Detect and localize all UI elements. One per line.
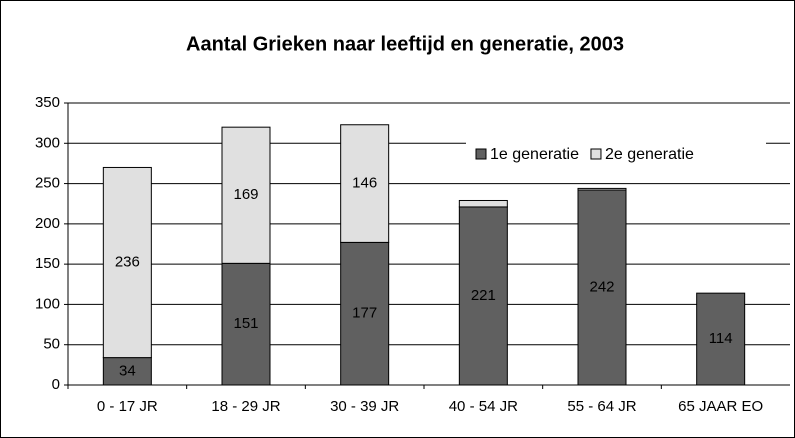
bar-segment <box>340 124 390 243</box>
x-tick-label: 65 JAAR EO <box>678 398 763 415</box>
data-label: 169 <box>233 186 258 203</box>
data-label: 34 <box>119 362 136 379</box>
legend-label: 1e generatie <box>490 146 579 163</box>
y-tick-label: 200 <box>35 215 60 232</box>
bar-segment <box>221 262 271 386</box>
chart-title: Aantal Grieken naar leeftijd en generati… <box>186 33 624 55</box>
y-tick-label: 350 <box>35 94 60 111</box>
x-tick-label: 0 - 17 JR <box>97 398 158 415</box>
y-tick-label: 250 <box>35 175 60 192</box>
legend-swatch <box>475 148 487 160</box>
data-label: 114 <box>709 330 733 347</box>
data-label: 177 <box>352 305 377 322</box>
y-tick-label: 100 <box>35 295 60 312</box>
data-label: 236 <box>115 254 140 271</box>
legend-swatch <box>590 148 602 160</box>
data-label: 221 <box>471 287 496 304</box>
bar-segment <box>577 189 627 386</box>
legend-label: 2e generatie <box>605 146 694 163</box>
x-tick-label: 55 - 64 JR <box>567 398 636 415</box>
y-tick-label: 0 <box>52 376 60 393</box>
x-tick-label: 18 - 29 JR <box>211 398 280 415</box>
bar-segment <box>221 126 271 264</box>
bar-segment <box>696 292 746 386</box>
bar-segment <box>458 199 508 208</box>
bar-segment <box>577 187 627 191</box>
x-tick-label: 30 - 39 JR <box>330 398 399 415</box>
bar-segment <box>458 206 508 386</box>
legend-box <box>466 140 766 168</box>
y-tick-label: 150 <box>35 255 60 272</box>
y-tick-label: 300 <box>35 134 60 151</box>
data-label: 146 <box>352 175 377 192</box>
x-tick-label: 40 - 54 JR <box>449 398 518 415</box>
bar-segment <box>102 166 152 359</box>
data-label: 242 <box>589 278 614 295</box>
data-label: 151 <box>233 315 258 332</box>
y-tick-label: 50 <box>43 336 60 353</box>
